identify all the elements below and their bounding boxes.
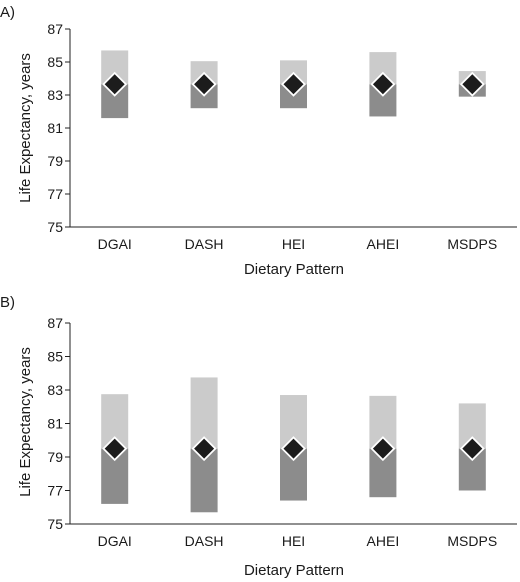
x-tick-label-msdps: MSDPS xyxy=(447,533,497,549)
y-tick-label-75: 75 xyxy=(47,219,63,235)
y-tick-label-81: 81 xyxy=(47,120,63,136)
y-tick-label-81: 81 xyxy=(47,416,63,432)
panel-a: A) Life Expectancy, years Dietary Patter… xyxy=(0,4,517,278)
x-tick-label-ahei: AHEI xyxy=(367,236,400,252)
y-tick-label-77: 77 xyxy=(47,186,63,202)
y-tick-label-79: 79 xyxy=(47,153,63,169)
marker-dash xyxy=(194,74,215,95)
y-tick-label-83: 83 xyxy=(47,87,63,103)
x-tick-label-dgai: DGAI xyxy=(98,533,132,549)
marker-dash xyxy=(194,438,215,459)
marker-ahei xyxy=(372,438,393,459)
marker-hei xyxy=(283,438,304,459)
marker-ahei xyxy=(372,74,393,95)
y-tick-label-87: 87 xyxy=(47,315,63,331)
panel-b: B) Life Expectancy, years Dietary Patter… xyxy=(0,294,517,579)
x-tick-label-hei: HEI xyxy=(282,533,305,549)
y-tick-label-75: 75 xyxy=(47,516,63,532)
y-tick-label-85: 85 xyxy=(47,349,63,365)
panel-label-a: A) xyxy=(0,4,15,21)
marker-hei xyxy=(283,74,304,95)
plot-area-b: 75 77 79 81 83 85 87 DGAI DASH HEI AHEI MSDPS xyxy=(47,315,517,549)
x-tick-label-dash: DASH xyxy=(185,236,224,252)
x-tick-label-dash: DASH xyxy=(185,533,224,549)
x-tick-label-dgai: DGAI xyxy=(98,236,132,252)
x-tick-label-msdps: MSDPS xyxy=(447,236,497,252)
y-tick-label-83: 83 xyxy=(47,382,63,398)
marker-msdps xyxy=(462,74,483,95)
plot-area-a: 75 77 79 81 83 85 87 DGAI DASH HEI AHEI MSDPS xyxy=(47,21,517,252)
marker-msdps xyxy=(462,438,483,459)
x-axis-title-a: Dietary Pattern xyxy=(244,261,344,278)
y-tick-label-77: 77 xyxy=(47,483,63,499)
y-tick-label-85: 85 xyxy=(47,54,63,70)
marker-dgai xyxy=(104,438,125,459)
panel-label-b: B) xyxy=(0,294,15,311)
y-tick-label-79: 79 xyxy=(47,449,63,465)
x-tick-label-ahei: AHEI xyxy=(367,533,400,549)
y-axis-title-a: Life Expectancy, years xyxy=(17,53,34,203)
x-tick-label-hei: HEI xyxy=(282,236,305,252)
marker-dgai xyxy=(104,74,125,95)
x-axis-title-b: Dietary Pattern xyxy=(244,562,344,579)
y-axis-title-b: Life Expectancy, years xyxy=(17,347,34,497)
y-tick-label-87: 87 xyxy=(47,21,63,37)
